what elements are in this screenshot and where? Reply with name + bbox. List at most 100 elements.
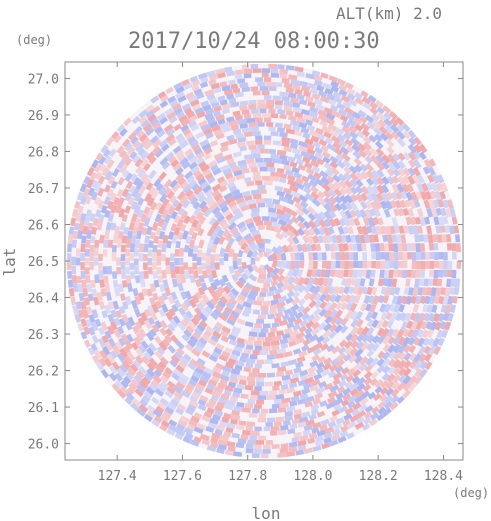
radar-echo-cell [297, 227, 305, 236]
radar-echo-cell [138, 184, 147, 195]
radar-echo-cell [421, 182, 429, 192]
radar-echo-cell [366, 326, 375, 337]
radar-echo-cell [82, 225, 89, 235]
radar-echo-cell [364, 364, 374, 373]
radar-echo-cell [214, 210, 223, 219]
radar-echo-cell [294, 130, 303, 137]
radar-echo-cell [124, 396, 133, 406]
radar-echo-cell [369, 106, 379, 116]
radar-echo-cell [285, 110, 294, 116]
radar-echo-cell [363, 417, 372, 425]
radar-echo-cell [407, 207, 415, 218]
radar-echo-cell [210, 254, 216, 261]
radar-echo-cell [67, 279, 74, 288]
radar-echo-cell [373, 126, 383, 136]
radar-echo-cell [445, 234, 452, 243]
radar-echo-cell [322, 156, 331, 164]
radar-echo-cell [150, 95, 160, 104]
radar-echo-cell [119, 128, 128, 137]
radar-echo-cell [268, 63, 278, 69]
radar-echo-cell [134, 217, 142, 227]
radar-echo-cell [109, 192, 117, 202]
radar-echo-cell [282, 206, 292, 214]
radar-echo-cell [354, 91, 364, 100]
radar-echo-cell [143, 351, 152, 361]
radar-echo-cell [94, 274, 100, 284]
radar-echo-cell [188, 179, 197, 188]
radar-echo-cell [396, 183, 405, 193]
radar-echo-cell [413, 151, 421, 160]
radar-echo-cell [81, 235, 87, 244]
radar-echo-cell [393, 261, 399, 270]
radar-echo-cell [428, 158, 437, 167]
radar-echo-cell [110, 321, 118, 331]
radar-echo-cell [355, 326, 364, 336]
radar-echo-cell [299, 261, 305, 269]
radar-echo-cell [305, 167, 315, 176]
radar-echo-cell [188, 155, 199, 165]
radar-echo-cell [359, 356, 369, 366]
radar-echo-cell [293, 408, 303, 415]
radar-echo-cell [407, 175, 416, 185]
radar-echo-cell [307, 235, 315, 245]
radar-echo-cell [351, 375, 360, 384]
radar-echo-cell [449, 287, 455, 295]
radar-echo-cell [310, 378, 321, 387]
radar-echo-cell [417, 345, 427, 356]
radar-echo-cell [355, 416, 365, 425]
radar-echo-cell [288, 446, 298, 453]
radar-echo-cell [432, 174, 440, 184]
radar-echo-cell [179, 274, 187, 284]
radar-echo-cell [328, 218, 337, 228]
radar-echo-cell [149, 135, 159, 144]
radar-echo-cell [184, 386, 193, 395]
radar-echo-cell [91, 226, 98, 235]
radar-echo-cell [272, 158, 282, 164]
radar-echo-cell [232, 87, 241, 94]
radar-echo-cell [208, 379, 218, 387]
radar-echo-cell [353, 157, 363, 166]
radar-echo-cell [135, 355, 144, 365]
radar-echo-cell [317, 109, 327, 117]
radar-echo-cell [233, 307, 242, 315]
radar-echo-cell [187, 248, 194, 257]
radar-echo-cell [165, 151, 175, 160]
radar-echo-cell [420, 321, 428, 330]
radar-echo-cell [124, 172, 133, 182]
radar-echo-cell [319, 400, 328, 408]
radar-echo-cell [298, 145, 309, 153]
radar-echo-cell [154, 213, 162, 223]
radar-echo-cell [323, 432, 333, 440]
radar-echo-cell [413, 199, 421, 208]
radar-echo-cell [234, 74, 243, 80]
radar-echo-cell [116, 389, 127, 399]
radar-echo-cell [218, 312, 228, 322]
radar-echo-cell [356, 269, 363, 278]
radar-echo-cell [323, 131, 332, 139]
radar-echo-cell [423, 312, 431, 322]
radar-echo-cell [136, 370, 145, 379]
radar-echo-cell [361, 286, 369, 295]
radar-echo-cell [241, 64, 250, 70]
radar-echo-cell [234, 269, 242, 278]
radar-echo-cell [107, 213, 115, 223]
radar-echo-cell [135, 165, 144, 175]
radar-echo-cell [151, 189, 160, 199]
radar-echo-cell [116, 352, 126, 363]
radar-echo-cell [307, 212, 316, 222]
radar-echo-cell [370, 243, 376, 252]
radar-echo-cell [129, 243, 136, 253]
radar-echo-cell [371, 169, 380, 180]
radar-echo-cell [220, 140, 230, 148]
radar-echo-cell [129, 151, 138, 160]
radar-echo-cell [230, 287, 240, 297]
radar-echo-cell [319, 424, 328, 432]
radar-echo-cell [212, 330, 222, 339]
radar-echo-cell [175, 340, 185, 350]
radar-echo-cell [324, 137, 334, 145]
radar-echo-cell [285, 128, 296, 135]
radar-echo-cell [412, 304, 420, 313]
radar-echo-cell [451, 269, 457, 279]
radar-echo-cell [323, 196, 333, 207]
radar-echo-cell [298, 80, 309, 88]
